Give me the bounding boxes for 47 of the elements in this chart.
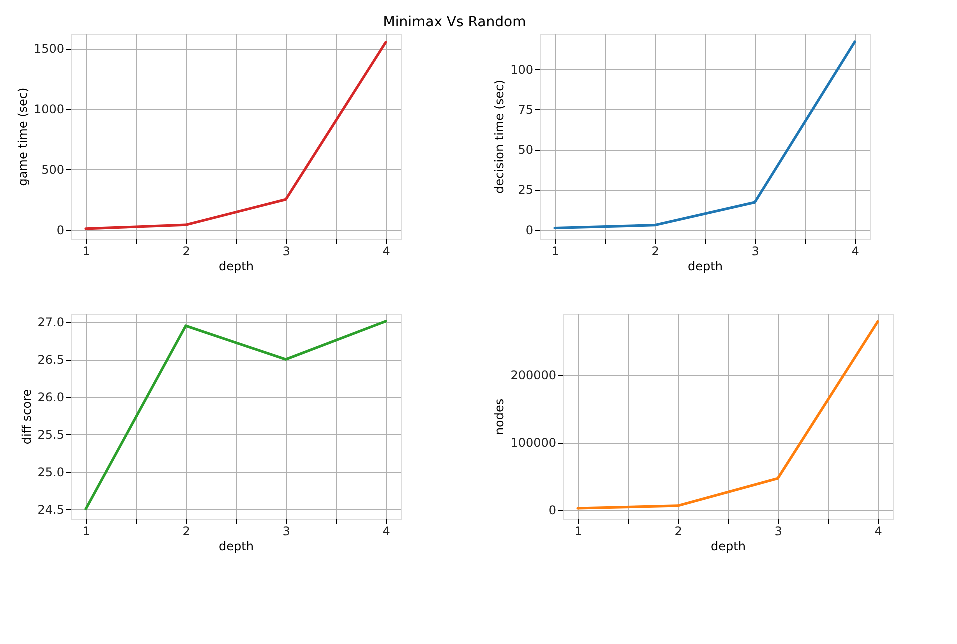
y-tick-label: 0 <box>526 223 534 238</box>
x-tick-label: 1 <box>552 244 560 258</box>
x-tick-label: 4 <box>874 524 882 538</box>
y-tick-label: 25.5 <box>38 428 64 442</box>
y-tick-label: 26.5 <box>38 353 64 368</box>
x-tick-label: 1 <box>574 524 582 538</box>
y-tick-label: 500 <box>42 162 64 177</box>
x-axis-title: depth <box>688 260 723 274</box>
y-tick-label: 0 <box>548 503 556 518</box>
y-tick-label: 25 <box>518 183 534 198</box>
x-tick-label: 1 <box>82 244 90 258</box>
line-series <box>84 320 388 511</box>
text: Minimax Vs Random <box>383 14 526 30</box>
x-tick-label: 4 <box>852 244 860 258</box>
y-tick-label: 200000 <box>510 368 556 383</box>
x-axis-title: depth <box>219 540 254 554</box>
line-series <box>554 40 856 230</box>
y-tick-label: 26.0 <box>38 390 64 405</box>
line-series <box>576 320 880 510</box>
x-tick-label: 1 <box>82 524 90 538</box>
x-tick-label: 3 <box>774 524 782 538</box>
x-tick-label: 2 <box>182 244 190 258</box>
y-axis-title: nodes <box>492 398 507 436</box>
y-tick-label: 24.5 <box>38 502 64 517</box>
x-tick-label: 4 <box>382 524 390 538</box>
x-axis-title: depth <box>711 540 746 554</box>
x-tick-label: 3 <box>752 244 760 258</box>
x-tick-label: 2 <box>652 244 660 258</box>
y-tick-label: 27.0 <box>38 316 64 330</box>
y-axis-title: diff score <box>20 389 34 445</box>
y-axis-title: game time (sec) <box>16 88 30 186</box>
y-tick-label: 50 <box>518 143 534 158</box>
x-tick-label: 2 <box>182 524 190 538</box>
y-tick-label: 100 <box>510 62 534 77</box>
y-tick-label: 75 <box>518 102 534 117</box>
y-tick-label: 100000 <box>510 436 556 450</box>
y-tick-label: 1500 <box>34 42 64 56</box>
y-tick-label: 1000 <box>34 102 64 116</box>
x-tick-label: 2 <box>674 524 682 538</box>
y-tick-label: 25.0 <box>38 465 64 480</box>
y-axis-title: decision time (sec) <box>492 80 507 194</box>
x-tick-label: 4 <box>382 244 390 258</box>
line-series <box>84 41 388 230</box>
x-tick-label: 3 <box>282 244 290 258</box>
y-tick-label: 0 <box>56 223 64 238</box>
x-tick-label: 3 <box>282 524 290 538</box>
x-axis-title: depth <box>219 260 254 274</box>
